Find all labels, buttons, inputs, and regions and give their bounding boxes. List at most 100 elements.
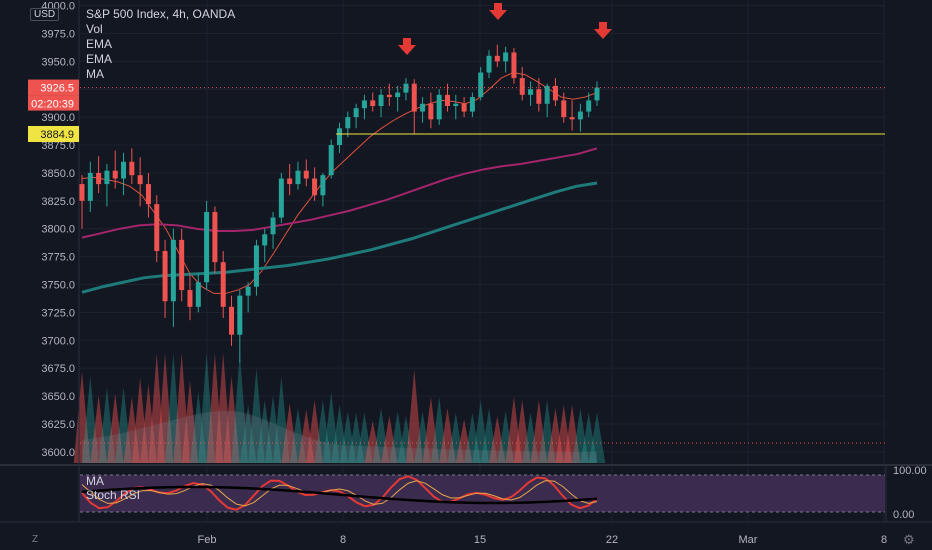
candle-body xyxy=(561,100,567,118)
price-tick-label: 3825.0 xyxy=(41,196,75,208)
volume-bar xyxy=(131,377,149,463)
volume-bar xyxy=(489,416,506,463)
candle-body xyxy=(469,97,475,112)
stoch-d-line xyxy=(81,480,598,507)
zoom-button[interactable]: Z xyxy=(32,534,39,545)
volume-bar xyxy=(189,392,207,463)
price-tick-label: 3675.0 xyxy=(41,363,75,375)
candle-body xyxy=(278,178,284,218)
volume-bar xyxy=(538,400,556,463)
legend-ma[interactable]: MA xyxy=(86,67,104,81)
candle-body xyxy=(204,211,210,283)
candle-body xyxy=(162,251,168,302)
volume-bar xyxy=(447,412,465,463)
candle-body xyxy=(428,103,434,120)
candle-body xyxy=(536,89,542,104)
legend-vol[interactable]: Vol xyxy=(86,22,103,36)
legend-ema-2[interactable]: EMA xyxy=(86,52,113,66)
volume-bar xyxy=(322,392,340,463)
symbol-title[interactable]: S&P 500 Index, 4h, OANDA xyxy=(86,7,236,21)
candle-body xyxy=(453,103,459,106)
candle-body xyxy=(328,145,334,176)
candle-body xyxy=(577,111,583,120)
volume-bar xyxy=(273,376,290,463)
volume-bar xyxy=(264,395,282,463)
sub-scale-label: 100.00 xyxy=(893,465,927,477)
candle-body xyxy=(312,178,318,196)
volume-bar xyxy=(464,412,481,463)
volume-bar xyxy=(181,380,199,463)
arrow-down-icon xyxy=(594,22,612,39)
candle-body xyxy=(245,286,251,296)
volume-bar xyxy=(530,400,548,463)
price-tick-label: 3900.0 xyxy=(41,112,75,124)
candle-body xyxy=(129,161,135,176)
candle-body xyxy=(345,117,351,129)
main-legend: S&P 500 Index, 4h, OANDA Vol EMA EMA MA xyxy=(86,7,235,82)
candlesticks xyxy=(79,44,600,363)
volume-bar xyxy=(439,408,456,463)
candle-body xyxy=(137,175,143,185)
volume-bar xyxy=(397,416,415,463)
volume-bar xyxy=(547,408,564,463)
arrow-down-icon xyxy=(489,3,507,20)
volume-bar xyxy=(497,411,514,463)
volume-bars xyxy=(73,353,606,463)
volume-bar xyxy=(422,396,440,463)
price-tick-label: 3850.0 xyxy=(41,168,75,180)
volume-bar xyxy=(455,419,473,463)
candle-body xyxy=(121,161,127,179)
moving-average-lines xyxy=(81,71,598,294)
candle-body xyxy=(353,108,359,118)
series-line-2 xyxy=(81,181,598,294)
volume-bar xyxy=(165,353,182,463)
volume-bar xyxy=(381,416,398,463)
arrow-down-icon xyxy=(398,38,416,55)
candle-body xyxy=(154,204,160,252)
candle-body xyxy=(552,85,558,101)
time-tick-label: 22 xyxy=(606,534,618,546)
candle-body xyxy=(444,94,450,106)
volume-bar xyxy=(90,395,107,463)
volume-bar xyxy=(198,353,215,463)
candle-body xyxy=(179,239,185,291)
gear-icon[interactable]: ⚙ xyxy=(903,532,915,547)
legend-sub-ma[interactable]: MA xyxy=(86,474,104,488)
sub-legend: MA Stoch RSI xyxy=(86,474,140,502)
volume-bar xyxy=(206,353,224,463)
candle-body xyxy=(411,83,417,112)
candle-body xyxy=(594,87,600,101)
volume-bar xyxy=(173,353,190,463)
last-price-tag xyxy=(28,79,79,96)
volume-ma-area xyxy=(82,410,597,463)
volume-bar xyxy=(356,412,373,463)
volume-bar xyxy=(563,404,581,463)
candle-body xyxy=(320,175,326,196)
legend-stoch-rsi[interactable]: Stoch RSI xyxy=(86,488,141,502)
volume-bar xyxy=(405,369,423,463)
volume-bar xyxy=(82,376,99,463)
level-price-text: 3884.9 xyxy=(40,129,74,141)
candle-body xyxy=(187,290,193,307)
candle-body xyxy=(195,282,201,307)
price-tick-label: 3725.0 xyxy=(41,307,75,319)
price-tick-label: 3700.0 xyxy=(41,335,75,347)
price-tick-label: 3875.0 xyxy=(41,140,75,152)
price-tick-label: 3625.0 xyxy=(41,419,75,431)
candle-body xyxy=(237,295,243,335)
volume-bar xyxy=(256,400,274,463)
countdown-text: 02:20:39 xyxy=(31,99,74,111)
volume-bar xyxy=(414,411,431,463)
time-tick-label: 15 xyxy=(474,534,486,546)
price-tick-label: 3600.0 xyxy=(41,447,75,459)
time-tick-label: Feb xyxy=(198,534,217,546)
volume-bar xyxy=(115,387,132,463)
legend-ema-1[interactable]: EMA xyxy=(86,37,113,51)
volume-bar xyxy=(347,412,365,463)
volume-bar xyxy=(522,412,539,463)
volume-bar xyxy=(555,404,573,463)
volume-bar xyxy=(339,411,357,463)
currency-badge[interactable]: USD xyxy=(30,8,60,21)
resistance-arrows xyxy=(398,3,612,55)
